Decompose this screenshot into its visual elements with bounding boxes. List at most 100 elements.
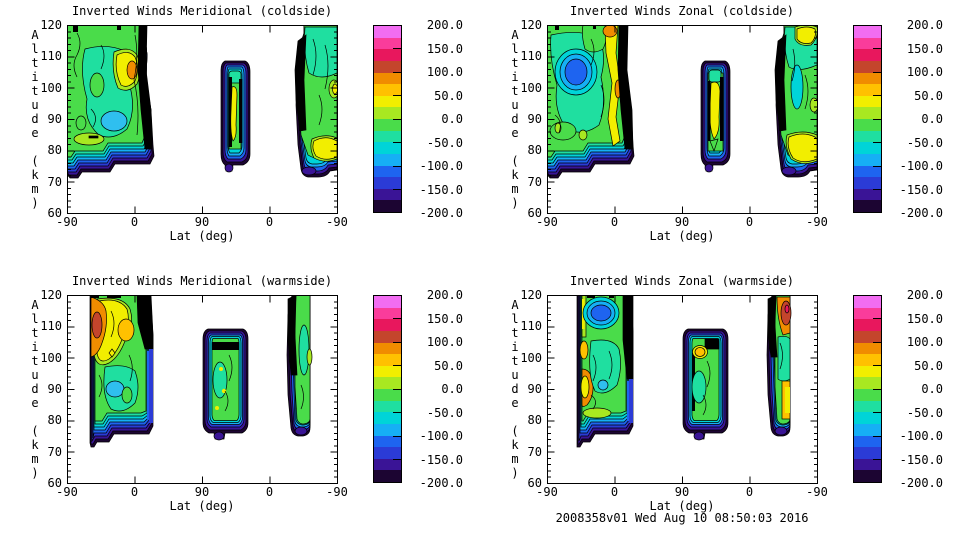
- colorbar-band: [854, 354, 881, 366]
- x-tick-label: 0: [745, 215, 754, 229]
- colorbar-label: -150.0: [419, 452, 463, 467]
- colorbar-tick: [873, 165, 881, 167]
- colorbar-band: [854, 107, 881, 119]
- colorbar-band: [854, 49, 881, 61]
- colorbar-gradient: [373, 25, 402, 213]
- panel-meridional-coldside: Inverted Winds Meridional (coldside) Alt…: [0, 0, 480, 270]
- colorbar-tick: [393, 412, 401, 413]
- colorbar-band: [854, 458, 881, 471]
- y-tick-label: 60: [527, 476, 542, 490]
- colorbar-tick: [873, 142, 881, 143]
- colorbar-tick: [393, 71, 401, 73]
- colorbar-band: [374, 26, 401, 38]
- colorbar-label: -100.0: [899, 159, 943, 173]
- y-tick-label: 110: [520, 319, 542, 334]
- axis-ticks: [67, 295, 338, 484]
- y-tick-label: 70: [47, 174, 62, 189]
- colorbar-label: 100.0: [426, 335, 463, 349]
- colorbar-band: [854, 307, 881, 320]
- y-tick-label: 100: [40, 350, 62, 365]
- colorbar-band: [374, 130, 401, 143]
- panel-meridional-warmside: Inverted Winds Meridional (warmside) Alt…: [0, 270, 480, 540]
- colorbar-band: [374, 296, 401, 308]
- colorbar-band: [854, 412, 881, 424]
- y-tick-label: 90: [47, 112, 62, 126]
- contour-plot-canvas: [67, 295, 338, 484]
- colorbar-label: 200.0: [906, 288, 943, 302]
- colorbar-band: [854, 200, 881, 212]
- x-tick-label: 90: [674, 215, 690, 229]
- y-tick-label: 90: [47, 382, 62, 396]
- y-tick-label: 70: [47, 444, 62, 459]
- colorbar-band: [854, 60, 881, 73]
- colorbar-tick: [873, 459, 881, 460]
- colorbar-label: 150.0: [426, 311, 463, 326]
- colorbar-band: [374, 95, 401, 108]
- colorbar-band: [854, 435, 881, 448]
- colorbar-band: [374, 319, 401, 331]
- y-tick-label: 110: [40, 49, 62, 64]
- x-axis-label: Lat (deg): [169, 229, 235, 243]
- colorbar-label: -100.0: [899, 429, 943, 443]
- x-tick-label: 90: [194, 215, 210, 229]
- contour-plot-canvas: [547, 25, 818, 214]
- colorbar-band: [374, 389, 401, 401]
- x-axis-label: Lat (deg): [169, 499, 235, 513]
- contour-plot-canvas: [547, 295, 818, 484]
- colorbar-label: -50.0: [906, 135, 943, 150]
- colorbar-tick: [873, 118, 881, 120]
- x-tick-label: -90: [56, 215, 78, 229]
- colorbar-label: -200.0: [419, 476, 463, 490]
- x-tick-label: 0: [130, 215, 139, 229]
- colorbar-tick: [393, 365, 401, 366]
- colorbar-label: 100.0: [906, 335, 943, 349]
- colorbar-label: 200.0: [906, 18, 943, 32]
- y-tick-label: 120: [520, 18, 542, 32]
- colorbar-band: [374, 49, 401, 61]
- axis-ticks: [67, 25, 338, 214]
- colorbar-tick: [873, 71, 881, 73]
- colorbar-band: [854, 165, 881, 178]
- colorbar-label: 150.0: [906, 41, 943, 56]
- colorbar-band: [854, 377, 881, 389]
- colorbar-band: [854, 470, 881, 482]
- panel-zonal-coldside: Inverted Winds Zonal (coldside) Altitude…: [480, 0, 960, 270]
- colorbar-label: -200.0: [899, 206, 943, 220]
- y-tick-label: 70: [527, 174, 542, 189]
- plot-title: Inverted Winds Meridional (coldside): [71, 4, 333, 18]
- colorbar-tick: [393, 118, 401, 120]
- colorbar-label: -200.0: [419, 206, 463, 220]
- colorbar-tick: [393, 48, 401, 49]
- colorbar-band: [854, 447, 881, 459]
- y-tick-label: 120: [40, 288, 62, 302]
- contour-plot-canvas: [67, 25, 338, 214]
- colorbar-tick: [873, 341, 881, 343]
- x-tick-label: 0: [610, 215, 619, 229]
- colorbar-tick: [393, 388, 401, 390]
- axis-ticks: [547, 295, 818, 484]
- colorbar-band: [374, 458, 401, 471]
- colorbar-band: [374, 342, 401, 355]
- colorbar-band: [854, 319, 881, 331]
- colorbar-tick: [873, 365, 881, 366]
- colorbar: 200.0 150.0 100.0 50.0 0.0 -50.0 -100.0 -150.0 -…: [853, 19, 953, 219]
- colorbar-label: 50.0: [914, 358, 943, 373]
- colorbar-tick: [873, 388, 881, 390]
- y-tick-label: 120: [520, 288, 542, 302]
- colorbar-tick: [873, 318, 881, 319]
- colorbar-band: [374, 470, 401, 482]
- colorbar-tick: [873, 48, 881, 49]
- y-tick-label: 70: [527, 444, 542, 459]
- y-tick-label: 100: [40, 80, 62, 95]
- colorbar-band: [854, 365, 881, 378]
- timestamp-caption: 2008358v01 Wed Aug 10 08:50:03 2016: [555, 511, 809, 525]
- colorbar-tick: [393, 142, 401, 143]
- colorbar-label: -50.0: [906, 405, 943, 420]
- colorbar-band: [374, 165, 401, 178]
- y-tick-label: 100: [520, 80, 542, 95]
- x-tick-label: 90: [194, 485, 210, 499]
- colorbar-band: [854, 95, 881, 108]
- colorbar-tick: [393, 435, 401, 437]
- colorbar-tick: [393, 318, 401, 319]
